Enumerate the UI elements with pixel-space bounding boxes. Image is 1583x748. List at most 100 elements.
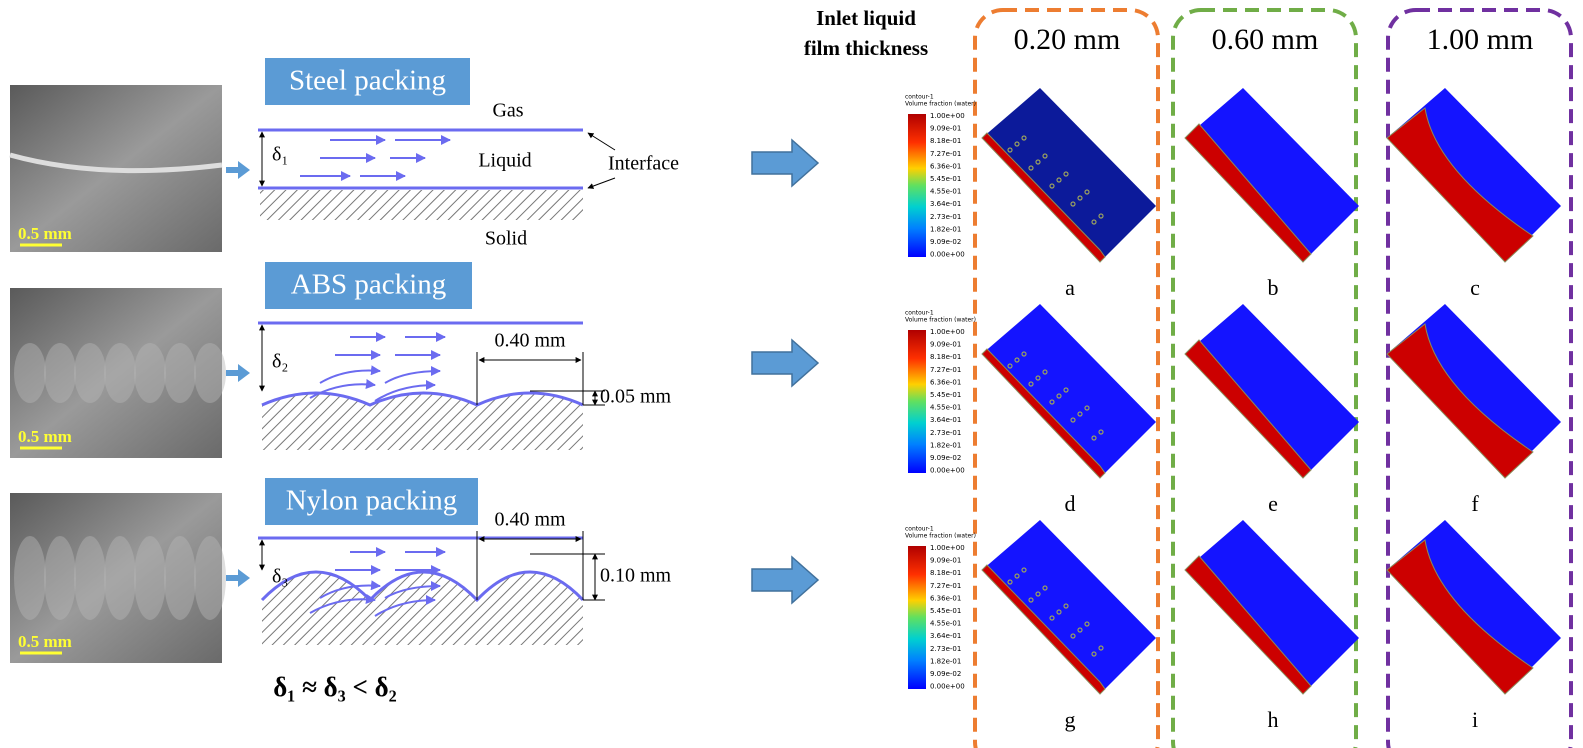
scale-label: 0.5 mm (18, 427, 72, 446)
pitch-label: 0.40 mm (494, 509, 566, 531)
interface-label: Interface (608, 153, 679, 175)
thickness: δ₃ (272, 566, 288, 588)
panel-label: g (1065, 707, 1076, 732)
photo-ridge (74, 536, 106, 620)
liquid-label: Liquid (478, 150, 531, 172)
colorbar (908, 330, 926, 473)
thickness: δ₁ (272, 144, 288, 166)
colorbar-label: 4.55e-01 (930, 404, 961, 412)
photo-ridge (194, 343, 226, 403)
panel-label: h (1268, 707, 1279, 732)
scale-label: 0.5 mm (18, 632, 72, 651)
height-label: 0.05 mm (600, 386, 672, 408)
big-arrow (752, 340, 818, 386)
colorbar-label: 1.82e-01 (930, 657, 961, 665)
simulation (1387, 88, 1561, 262)
packing-label: Steel packing (289, 65, 446, 97)
colorbar-label: 5.45e-01 (930, 607, 961, 615)
big-arrow (752, 557, 818, 603)
photo-ridge (164, 536, 196, 620)
colorbar-label: 9.09e-02 (930, 454, 961, 462)
colorbar-label: 7.27e-01 (930, 582, 961, 590)
packing-label: Nylon packing (286, 485, 458, 517)
flow-arrow (385, 371, 440, 383)
colorbar-label: 4.55e-01 (930, 188, 961, 196)
colorbar-label: 8.18e-01 (930, 353, 961, 361)
photo-ridge (44, 536, 76, 620)
colorbar-label: 9.09e-01 (930, 557, 961, 565)
packing-label: ABS packing (291, 269, 446, 301)
colorbar-label: 1.82e-01 (930, 225, 961, 233)
colorbar-label: 3.64e-01 (930, 416, 961, 424)
colorbar-label: 2.73e-01 (930, 213, 961, 221)
simulation (1387, 520, 1561, 694)
colorbar-label: 2.73e-01 (930, 645, 961, 653)
colorbar-label: 3.64e-01 (930, 632, 961, 640)
colorbar-label: 8.18e-01 (930, 137, 961, 145)
panel-label: b (1268, 275, 1279, 300)
legend-title: contour-1 (905, 310, 934, 317)
solid (260, 190, 583, 220)
colorbar-label: 4.55e-01 (930, 620, 961, 628)
thickness: δ₂ (272, 351, 288, 373)
panel-label: d (1065, 491, 1076, 516)
simulation (1185, 304, 1359, 478)
gas-label: Gas (492, 100, 523, 122)
colorbar-label: 9.09e-02 (930, 238, 961, 246)
photo-ridge (14, 343, 46, 403)
colorbar-label: 1.00e+00 (930, 544, 965, 552)
figure: 0.5 mm Steel packing 0.5 mm ABS packing 0.5 … (0, 0, 1583, 748)
photo-ridge (134, 536, 166, 620)
photo-ridge (44, 343, 76, 403)
header: Inlet liquid (816, 6, 916, 30)
colorbar-label: 1.82e-01 (930, 441, 961, 449)
column-label: 0.20 mm (1014, 23, 1121, 56)
pointer (588, 133, 615, 150)
photo-ridge (74, 343, 106, 403)
legend-title: contour-1 (905, 526, 934, 533)
scale-label: 0.5 mm (18, 224, 72, 243)
colorbar-label: 1.00e+00 (930, 112, 965, 120)
colorbar-label: 9.09e-01 (930, 341, 961, 349)
panel-label: f (1471, 491, 1479, 516)
solid (262, 572, 583, 645)
column-label: 0.60 mm (1212, 23, 1319, 56)
panel-label: c (1470, 275, 1480, 300)
panel-label: a (1065, 275, 1075, 300)
colorbar-label: 7.27e-01 (930, 150, 961, 158)
legend-subtitle: Volume fraction (water) (905, 317, 976, 324)
header: film thickness (804, 36, 928, 60)
colorbar-label: 0.00e+00 (930, 467, 965, 475)
simulation (1185, 520, 1359, 694)
photo-ridge (104, 343, 136, 403)
big-arrow (752, 140, 818, 186)
small-arrow (226, 161, 250, 179)
height-label: 0.10 mm (600, 565, 672, 587)
colorbar-label: 6.36e-01 (930, 594, 961, 602)
colorbar-label: 0.00e+00 (930, 683, 965, 691)
column-label: 1.00 mm (1427, 23, 1534, 56)
colorbar (908, 546, 926, 689)
simulation (1185, 88, 1359, 262)
colorbar-label: 9.09e-01 (930, 125, 961, 133)
solid-label: Solid (485, 228, 527, 250)
simulation (1387, 304, 1561, 478)
legend-title: contour-1 (905, 94, 934, 101)
solid (262, 393, 583, 450)
small-arrow (226, 364, 250, 382)
flow-arrow (320, 371, 380, 384)
simulation (982, 88, 1156, 262)
colorbar-label: 9.09e-02 (930, 670, 961, 678)
colorbar-label: 5.45e-01 (930, 175, 961, 183)
colorbar-label: 1.00e+00 (930, 328, 965, 336)
photo-ridge (134, 343, 166, 403)
panel-label: e (1268, 491, 1278, 516)
colorbar-label: 2.73e-01 (930, 429, 961, 437)
colorbar-label: 5.45e-01 (930, 391, 961, 399)
relation: δ₁ ≈ δ₃ < δ₂ (273, 672, 397, 702)
colorbar-label: 7.27e-01 (930, 366, 961, 374)
photo-ridge (104, 536, 136, 620)
simulation (982, 520, 1156, 694)
colorbar-label: 0.00e+00 (930, 251, 965, 259)
colorbar-label: 6.36e-01 (930, 378, 961, 386)
